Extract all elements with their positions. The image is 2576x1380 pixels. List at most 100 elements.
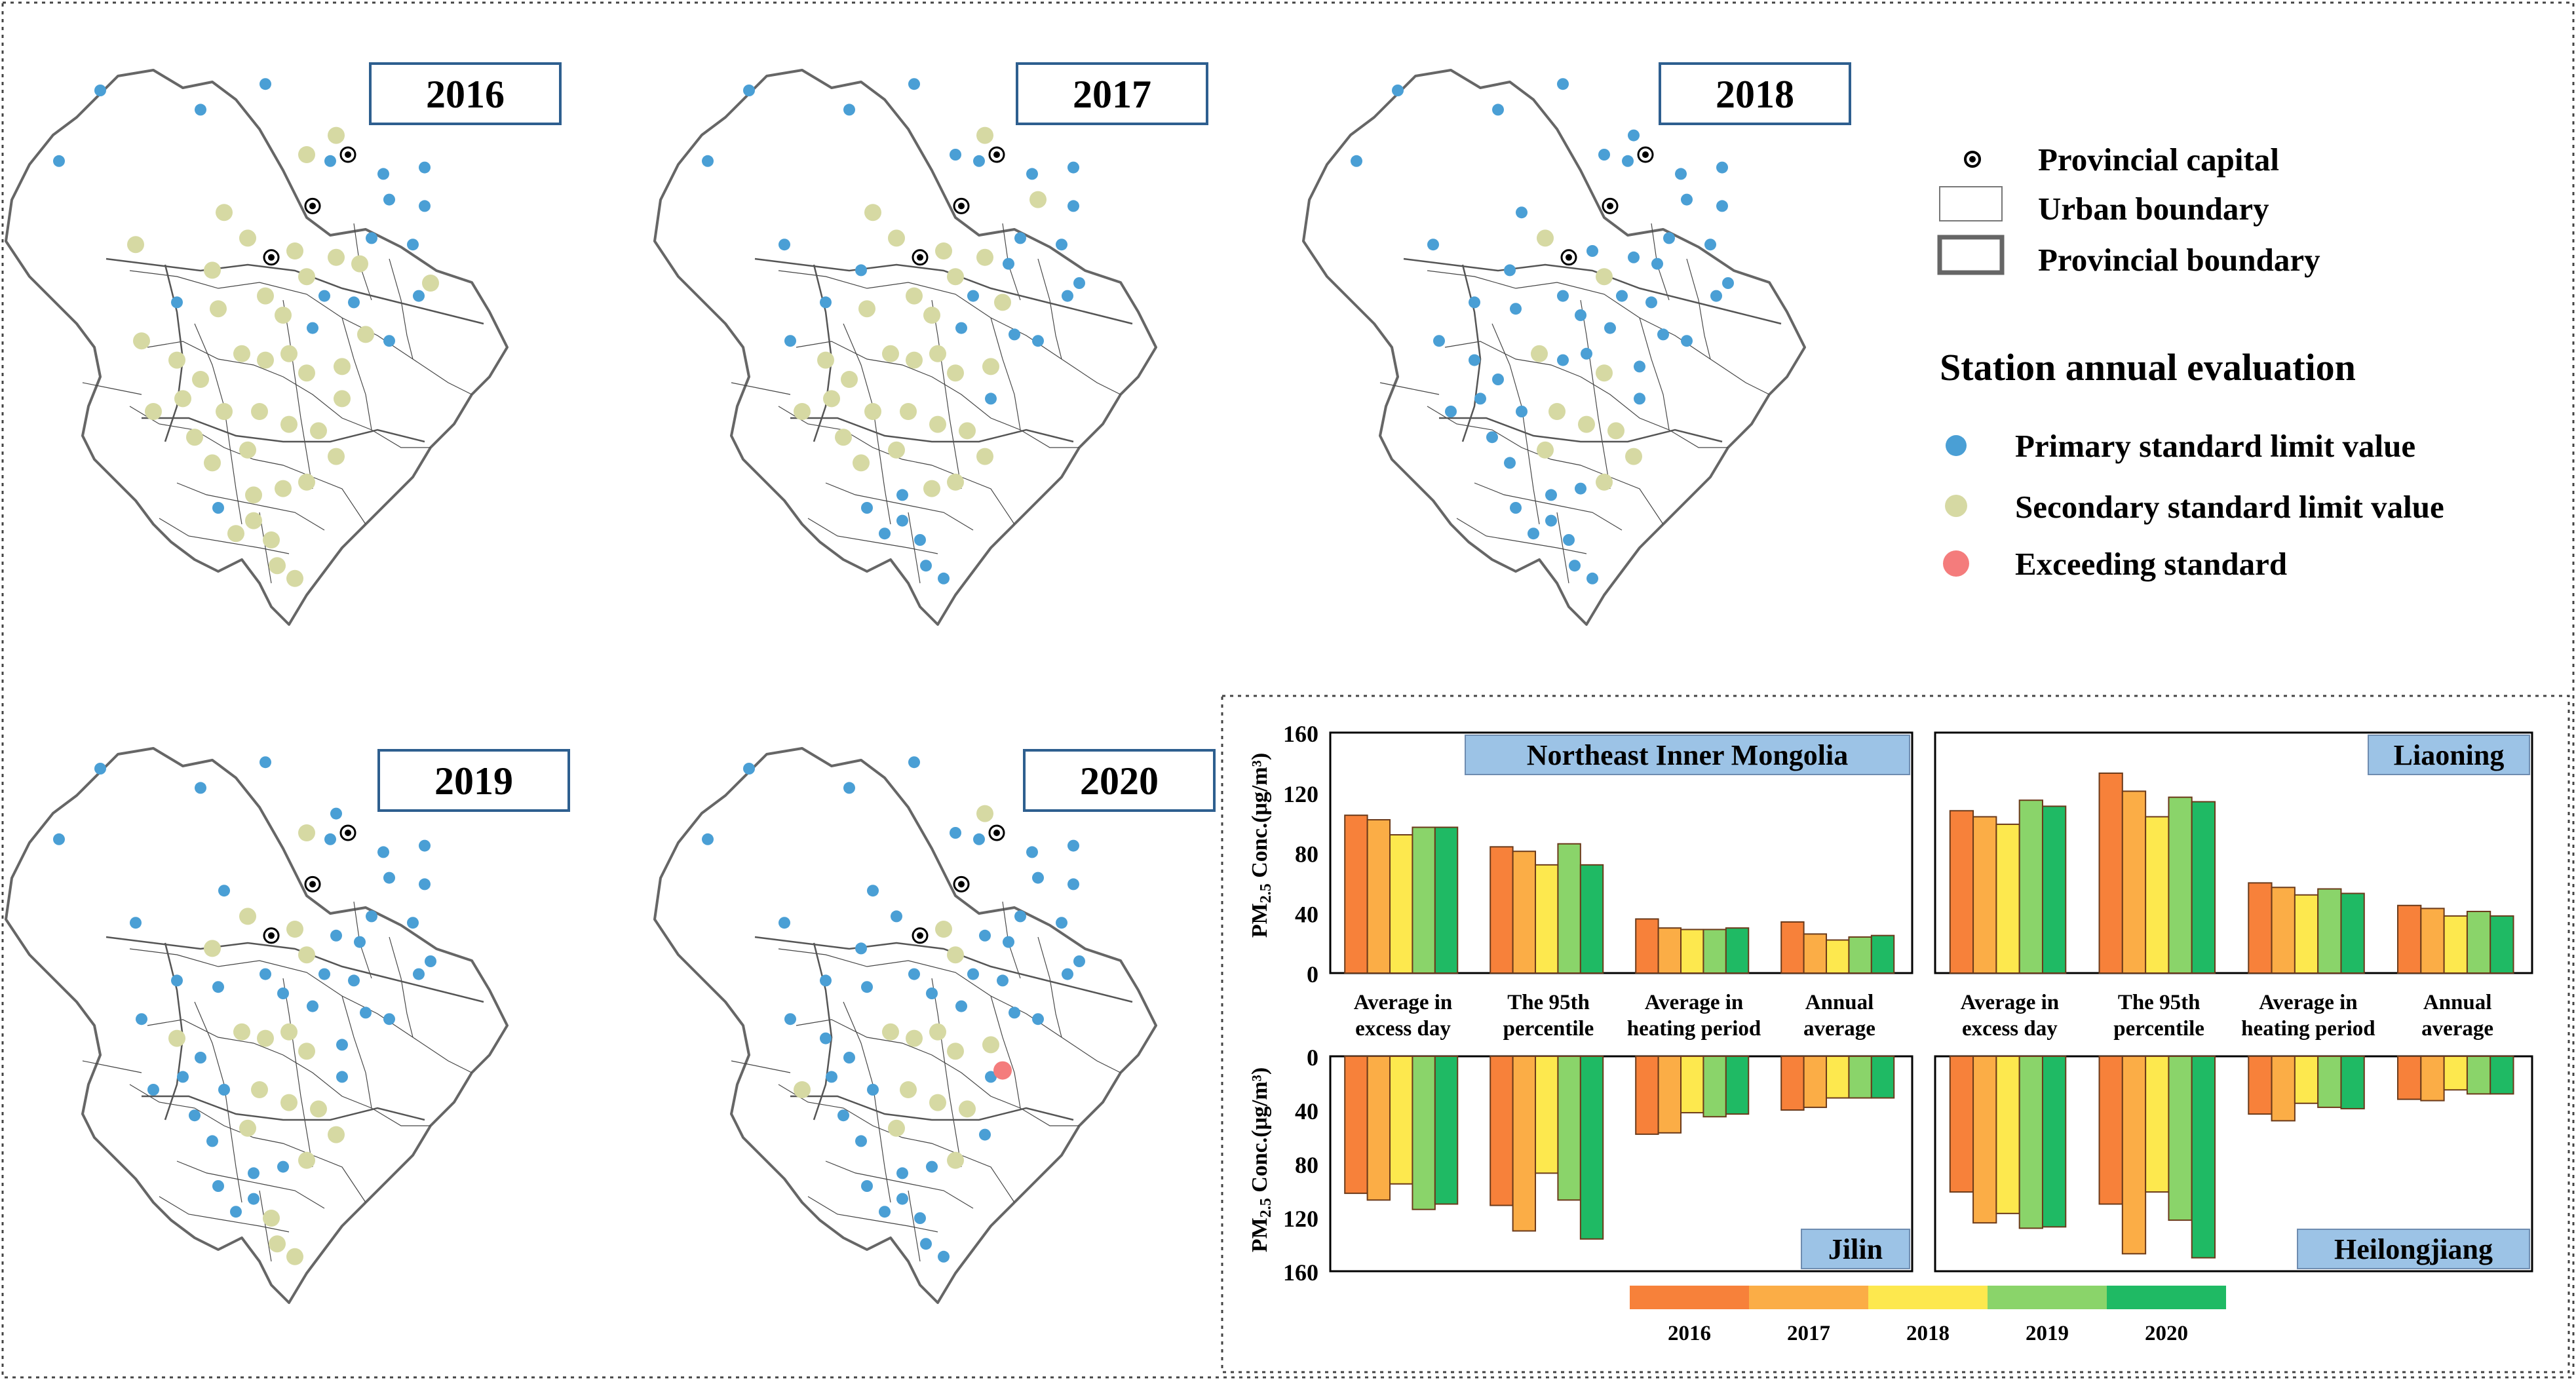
primary-station-dot [1026, 168, 1038, 180]
secondary-station-dot [935, 921, 952, 938]
y-tick-label: 120 [1283, 781, 1318, 807]
secondary-station-dot [351, 255, 368, 273]
year-label: 2016 [426, 73, 505, 116]
bar-2019 [1702, 1056, 1727, 1118]
panel-label: Northeast Inner Mongolia [1527, 739, 1849, 771]
primary-station-dot [1628, 251, 1640, 263]
bar-2019 [2168, 1056, 2193, 1221]
secondary-station-dot [298, 1151, 315, 1169]
primary-station-dot [837, 1109, 849, 1122]
primary-station-dot [218, 1084, 230, 1096]
secondary-station-dot [835, 429, 852, 446]
year-label-box [369, 62, 562, 125]
bar-2017 [1657, 1056, 1682, 1134]
primary-station-dot [330, 929, 342, 942]
legend-secondary-row: Secondary standard limit value [1945, 489, 2444, 525]
primary-station-dot [914, 534, 926, 546]
primary-station-dot [1575, 309, 1586, 321]
primary-station-dot [425, 955, 436, 967]
secondary-station-dot [947, 364, 964, 382]
year-label-box [377, 749, 570, 812]
secondary-station-dot [794, 403, 811, 420]
secondary-station-dot [1596, 473, 1613, 491]
primary-station-dot [784, 1013, 796, 1025]
primary-station-dot [330, 807, 342, 820]
provincial-capital-dot [268, 932, 275, 939]
primary-station-dot [843, 782, 855, 794]
primary-station-dot [908, 968, 920, 980]
secondary-station-dot [1578, 415, 1595, 433]
primary-station-dot [377, 846, 389, 858]
secondary-station-dot [280, 1023, 298, 1041]
primary-station-dot [212, 981, 224, 993]
primary-station-dot [1557, 290, 1569, 302]
primary-station-dot [1492, 374, 1504, 385]
secondary-station-dot [280, 1094, 298, 1111]
primary-station-dot [277, 987, 289, 999]
bar-2018 [1995, 1056, 2020, 1214]
map-panel-2020: 2020 [655, 748, 1216, 1303]
secondary-station-dot [817, 351, 834, 369]
secondary-station-dot [239, 441, 256, 459]
primary-station-dot [1575, 482, 1586, 495]
bar-2017 [1657, 927, 1682, 974]
category-label: Annual [2423, 991, 2492, 1014]
secondary-station-dot [357, 326, 374, 343]
primary-station-dot [820, 296, 832, 309]
primary-station-dot [1032, 872, 1044, 884]
primary-station-dot [908, 756, 920, 769]
primary-station-dot [1009, 328, 1020, 341]
primary-station-dot [94, 85, 106, 96]
provincial-capital-dot [309, 202, 316, 210]
primary-station-dot [1616, 290, 1628, 302]
primary-station-dot [324, 155, 336, 167]
secondary-station-dot [286, 921, 303, 938]
provincial-capital-dot [993, 151, 1000, 158]
bar-2019 [1848, 1056, 1872, 1099]
bar-2016 [2397, 904, 2422, 974]
provincial-capital-dot [917, 254, 923, 261]
primary-station-dot [212, 502, 224, 514]
bar-2019 [2317, 1056, 2342, 1108]
secondary-station-dot [1596, 364, 1613, 382]
bar-2016 [1344, 815, 1368, 974]
bar-2019 [1412, 826, 1436, 974]
provincial-capital-dot [958, 881, 965, 888]
secondary-station-dot [853, 454, 870, 472]
bar-2016 [1949, 1056, 1974, 1193]
primary-station-dot [1545, 489, 1557, 501]
chart-panel-northeast-inner-mongolia: Northeast Inner Mongolia 0 40 80 120 160 Avera… [1283, 721, 1913, 1041]
primary-station-dot [914, 1212, 926, 1224]
primary-station-dot [1722, 277, 1734, 289]
primary-station-dot [743, 763, 755, 775]
y-tick-label: 80 [1295, 1152, 1318, 1178]
primary-station-dot [383, 1013, 395, 1025]
y-tick-label: 0 [1307, 1045, 1318, 1071]
secondary-station-dot [947, 1043, 964, 1060]
bar-2017 [1803, 933, 1828, 974]
primary-station-dot [1704, 239, 1716, 251]
year-label: 2019 [434, 759, 513, 803]
primary-station-icon [1946, 435, 1967, 456]
primary-station-dot [779, 917, 790, 929]
primary-station-dot [1604, 322, 1616, 334]
bar-2018 [1995, 823, 2020, 974]
primary-station-dot [997, 974, 1009, 987]
primary-station-dot [1563, 534, 1575, 546]
primary-station-dot [879, 527, 891, 540]
bar-2018 [1389, 1056, 1413, 1185]
bar-2020 [1434, 826, 1459, 974]
legend-urban-label: Urban boundary [2038, 191, 2269, 227]
provincial-capital-dot [958, 202, 965, 210]
category-label: excess day [1962, 1017, 2058, 1041]
provincial-boundary-swatch [1937, 235, 2005, 275]
bar-2017 [1366, 819, 1391, 974]
category-label: excess day [1355, 1017, 1451, 1041]
secondary-station-dot [858, 300, 875, 318]
secondary-station-dot [888, 229, 905, 247]
secondary-station-dot [257, 1029, 274, 1047]
primary-station-dot [1003, 936, 1014, 948]
category-label: The 95th [2118, 991, 2201, 1014]
bar-2016 [2248, 1056, 2273, 1115]
legend-primary-row: Primary standard limit value [1946, 428, 2415, 464]
